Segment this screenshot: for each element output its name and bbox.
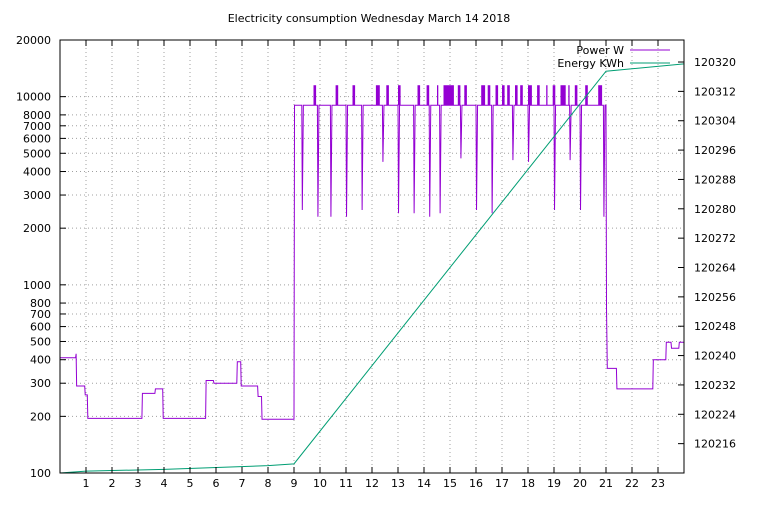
- power-w-burst: [560, 85, 566, 106]
- power-w-burst: [520, 85, 523, 106]
- y-left-tick-label: 800: [30, 297, 51, 310]
- y-right-tick-label: 120280: [694, 203, 736, 216]
- y-right-tick-label: 120256: [694, 291, 736, 304]
- x-tick-label: 5: [187, 477, 194, 490]
- y-left-tick-label: 100: [30, 467, 51, 480]
- x-tick-label: 21: [599, 477, 613, 490]
- y-left-tick-label: 8000: [23, 109, 51, 122]
- x-tick-label: 22: [625, 477, 639, 490]
- chart-title: Electricity consumption Wednesday March …: [228, 12, 511, 25]
- y-left-tick-label: 3000: [23, 189, 51, 202]
- x-tick-label: 12: [365, 477, 379, 490]
- y-left-tick-label: 600: [30, 321, 51, 334]
- power-w-burst: [507, 85, 510, 106]
- power-w-burst: [574, 85, 578, 106]
- power-w-burst: [386, 85, 389, 106]
- y-left-tick-label: 20000: [16, 34, 51, 47]
- x-tick-label: 20: [573, 477, 587, 490]
- legend-label-power-w: Power W: [576, 44, 624, 57]
- y-right-tick-label: 120304: [694, 115, 736, 128]
- y-right-tick-label: 120248: [694, 320, 736, 333]
- x-tick-label: 13: [391, 477, 405, 490]
- x-tick-label: 23: [651, 477, 665, 490]
- y-left-tick-label: 1000: [23, 279, 51, 292]
- power-w-burst: [375, 85, 380, 106]
- axis-layer: 1 2 3 4 5 6 7 8 9 10 11 12 13 14 15 16 17 18 19 20 21 22 23100…: [16, 34, 736, 490]
- y-left-tick-label: 4000: [23, 166, 51, 179]
- x-tick-label: 18: [521, 477, 535, 490]
- x-tick-label: 16: [469, 477, 483, 490]
- power-w-burst: [437, 85, 439, 106]
- x-tick-label: 1: [83, 477, 90, 490]
- y-left-tick-label: 300: [30, 377, 51, 390]
- x-tick-label: 7: [239, 477, 246, 490]
- y-right-tick-label: 120240: [694, 350, 736, 363]
- power-w-burst: [398, 85, 401, 106]
- y-right-tick-label: 120272: [694, 232, 736, 245]
- x-tick-label: 3: [135, 477, 142, 490]
- power-w-burst: [568, 85, 570, 106]
- x-tick-label: 10: [313, 477, 327, 490]
- y-left-tick-label: 6000: [23, 132, 51, 145]
- power-w-burst: [464, 85, 467, 106]
- y-left-tick-label: 10000: [16, 91, 51, 104]
- power-w-burst: [335, 85, 339, 106]
- x-tick-label: 2: [109, 477, 116, 490]
- y-left-tick-label: 400: [30, 354, 51, 367]
- power-w-burst: [537, 85, 540, 106]
- x-tick-label: 17: [495, 477, 509, 490]
- x-tick-label: 8: [265, 477, 272, 490]
- power-w-burst: [352, 85, 356, 106]
- power-w-burst: [515, 85, 518, 106]
- y-left-tick-label: 200: [30, 410, 51, 423]
- y-left-tick-label: 700: [30, 308, 51, 321]
- power-w-burst: [546, 85, 548, 106]
- y-right-tick-label: 120320: [694, 56, 736, 69]
- power-w-burst: [502, 85, 505, 106]
- y-right-tick-label: 120216: [694, 438, 736, 451]
- y-left-tick-label: 5000: [23, 147, 51, 160]
- y-right-tick-label: 120312: [694, 85, 736, 98]
- y-right-tick-label: 120224: [694, 408, 736, 421]
- power-w-burst: [426, 85, 430, 106]
- y-left-tick-label: 500: [30, 335, 51, 348]
- y-left-tick-label: 2000: [23, 222, 51, 235]
- y-right-tick-label: 120264: [694, 262, 736, 275]
- x-tick-label: 15: [443, 477, 457, 490]
- power-w-burst: [481, 85, 486, 106]
- power-w-line: [60, 104, 684, 420]
- power-w-burst: [417, 85, 421, 106]
- x-tick-label: 6: [213, 477, 220, 490]
- y-right-tick-label: 120232: [694, 379, 736, 392]
- x-tick-label: 9: [291, 477, 298, 490]
- power-w-burst: [495, 85, 499, 106]
- x-tick-label: 11: [339, 477, 353, 490]
- x-tick-label: 19: [547, 477, 561, 490]
- power-w-burst: [457, 85, 461, 106]
- power-w-burst: [598, 85, 603, 106]
- y-right-tick-label: 120296: [694, 144, 736, 157]
- power-w-burst: [528, 85, 532, 106]
- power-w-burst: [443, 85, 454, 106]
- power-w-burst: [487, 85, 491, 106]
- plot-border: [59, 39, 685, 474]
- y-right-tick-label: 120288: [694, 173, 736, 186]
- legend-label-energy-kwh: Energy KWh: [557, 57, 624, 70]
- power-w-burst: [313, 85, 317, 106]
- x-tick-label: 14: [417, 477, 431, 490]
- x-tick-label: 4: [161, 477, 168, 490]
- y-left-tick-label: 7000: [23, 120, 51, 133]
- power-w-burst: [552, 85, 556, 106]
